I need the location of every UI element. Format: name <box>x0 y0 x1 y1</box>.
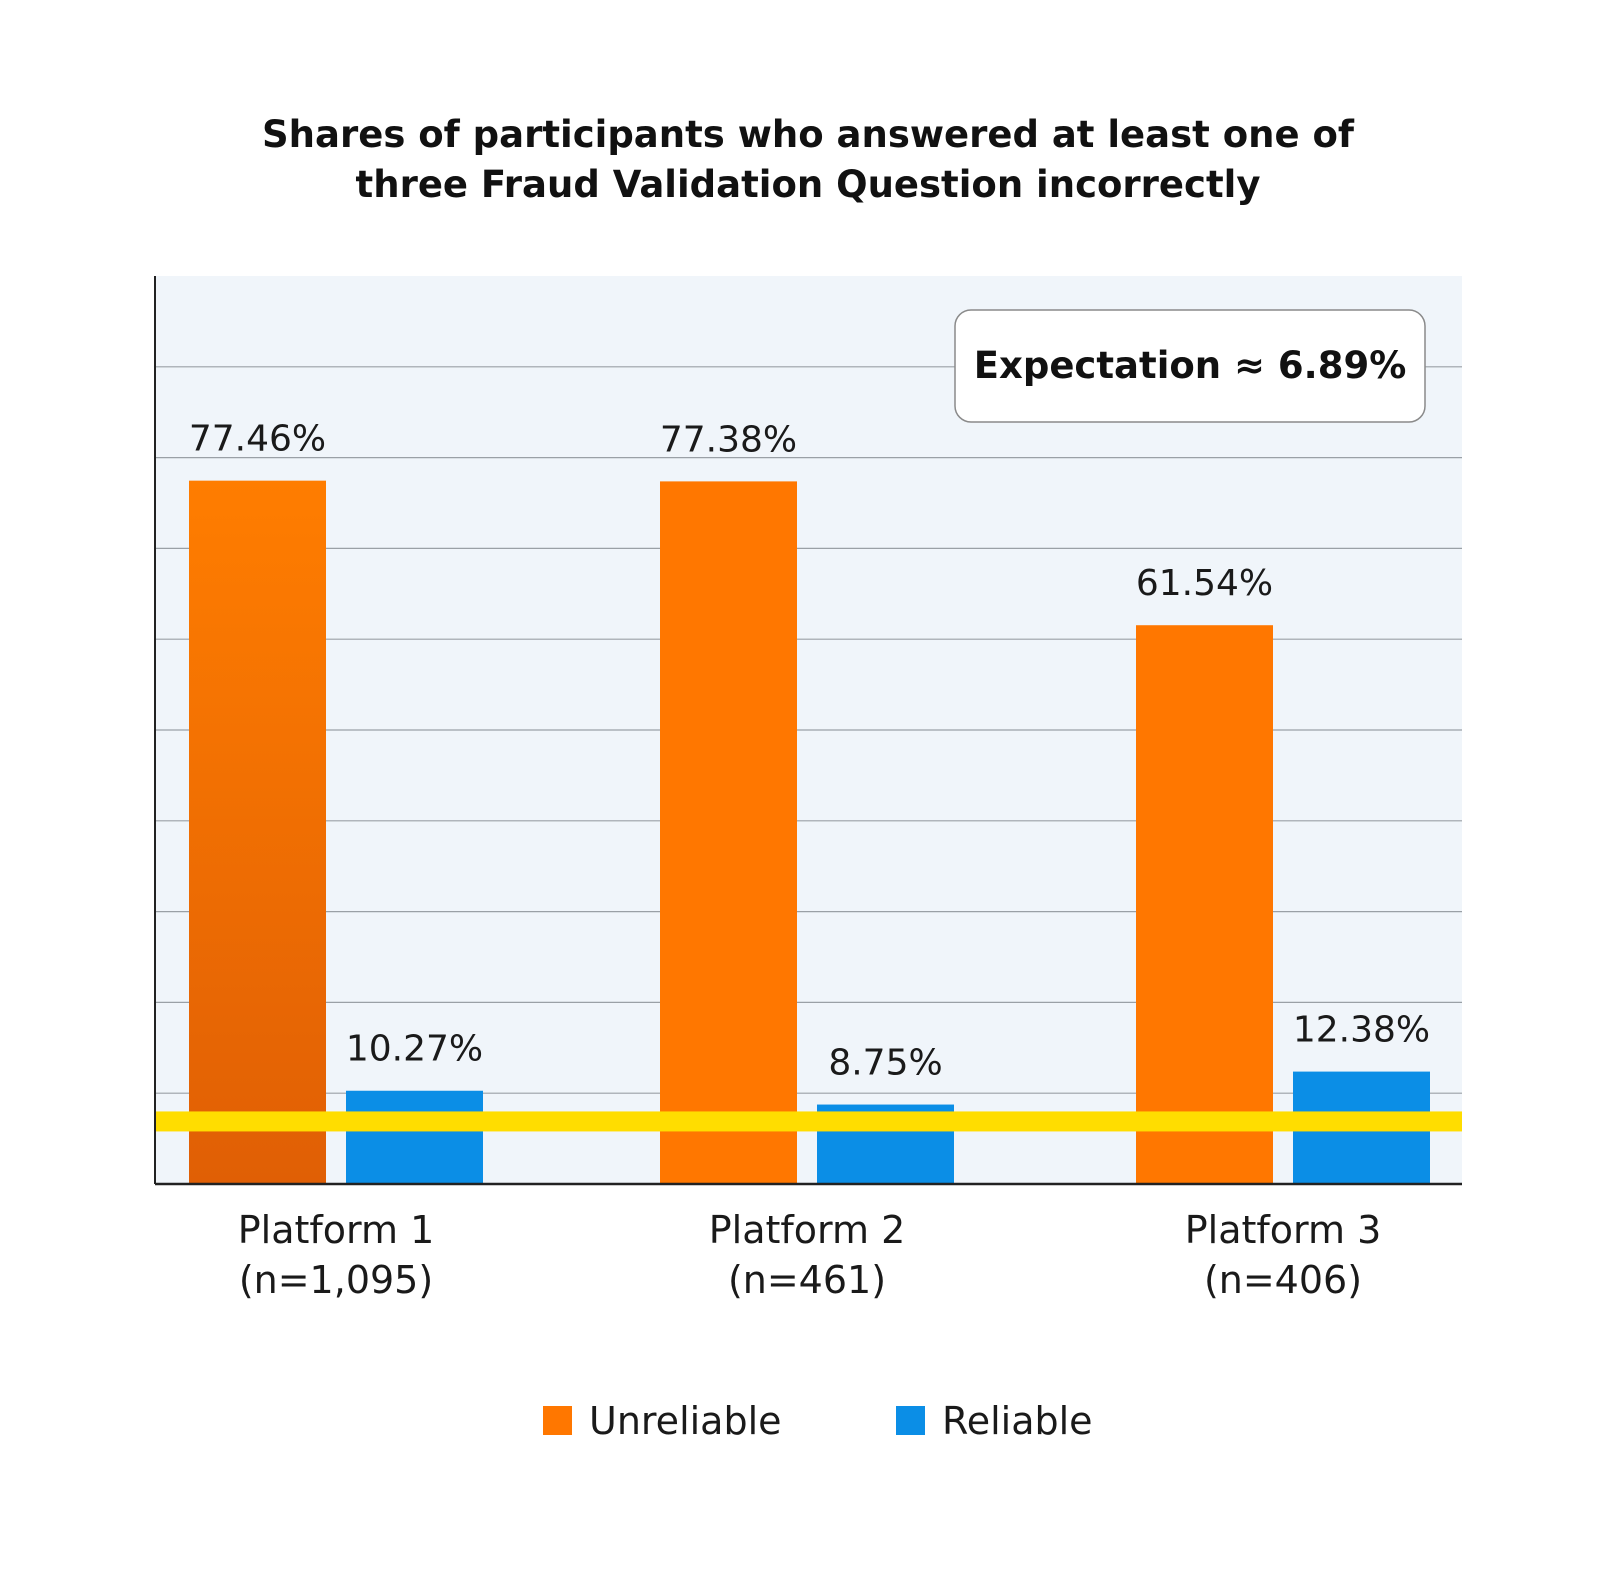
expectation-annotation-box <box>954 309 1426 423</box>
bar-unreliable-3 <box>1136 625 1273 1184</box>
x-tick-label: (n=406) <box>1204 1258 1362 1302</box>
data-label: 77.46% <box>189 419 326 460</box>
x-tick-label: (n=1,095) <box>239 1258 433 1302</box>
x-tick-label: Platform 1 <box>238 1208 435 1252</box>
x-axis-categories: Platform 1 (n=1,095) Platform 2 (n=461) Plat… <box>238 1208 1382 1302</box>
data-label: 61.54% <box>1136 563 1273 604</box>
expectation-line <box>155 1111 1462 1132</box>
data-label: 77.38% <box>660 419 797 460</box>
bar-unreliable-2 <box>660 481 797 1184</box>
legend-swatch-reliable <box>896 1406 925 1435</box>
chart-title: Shares of participants who answered at l… <box>262 113 1355 206</box>
expectation-annotation-text: Expectation ≈ 6.89% <box>974 344 1407 387</box>
legend: Unreliable Reliable <box>543 1399 1093 1443</box>
bar-reliable-1 <box>346 1090 483 1184</box>
legend-label-unreliable: Unreliable <box>589 1399 782 1443</box>
x-tick-label: Platform 2 <box>709 1208 906 1252</box>
chart-title-line: three Fraud Validation Question incorrec… <box>356 163 1261 206</box>
x-tick-label: Platform 3 <box>1185 1208 1382 1252</box>
plot-area: 77.46% 77.38% 61.54% 10.27% 8.75% 12.38% Expec… <box>154 276 1462 1186</box>
data-label: 10.27% <box>346 1029 483 1070</box>
data-label: 8.75% <box>828 1043 942 1084</box>
legend-swatch-unreliable <box>543 1406 572 1435</box>
bar-unreliable-1 <box>189 480 326 1184</box>
chart-title-line: Shares of participants who answered at l… <box>262 113 1355 156</box>
x-tick-label: (n=461) <box>728 1258 886 1302</box>
data-label: 12.38% <box>1293 1010 1430 1051</box>
legend-label-reliable: Reliable <box>942 1399 1093 1443</box>
